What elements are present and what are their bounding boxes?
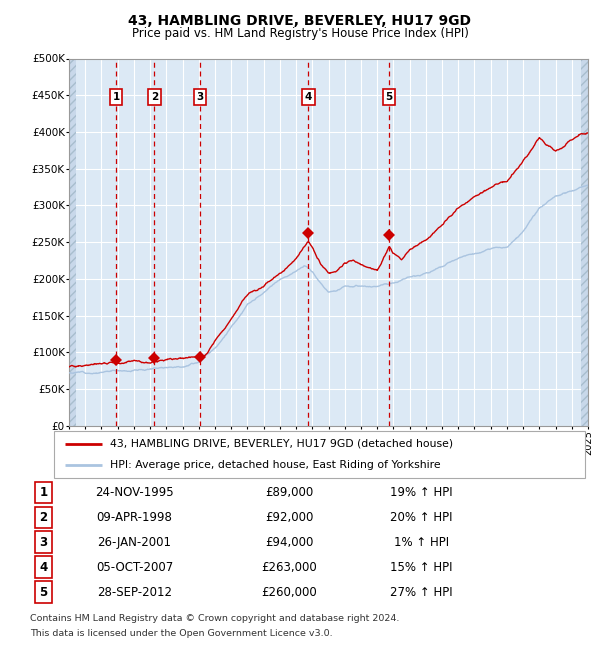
Text: 09-APR-1998: 09-APR-1998 (97, 511, 172, 524)
Text: 27% ↑ HPI: 27% ↑ HPI (390, 586, 453, 599)
Text: 3: 3 (39, 536, 47, 549)
Text: £263,000: £263,000 (261, 560, 317, 573)
Text: 4: 4 (39, 560, 47, 573)
Text: This data is licensed under the Open Government Licence v3.0.: This data is licensed under the Open Gov… (30, 629, 332, 638)
Text: 19% ↑ HPI: 19% ↑ HPI (390, 486, 453, 499)
Text: 1: 1 (112, 92, 119, 102)
Bar (581, 58, 588, 426)
Text: 5: 5 (39, 586, 47, 599)
Text: 43, HAMBLING DRIVE, BEVERLEY, HU17 9GD: 43, HAMBLING DRIVE, BEVERLEY, HU17 9GD (128, 14, 472, 28)
Text: 2: 2 (151, 92, 158, 102)
Text: 5: 5 (386, 92, 393, 102)
Text: £260,000: £260,000 (261, 586, 317, 599)
Text: 28-SEP-2012: 28-SEP-2012 (97, 586, 172, 599)
Text: £92,000: £92,000 (265, 511, 313, 524)
Text: Price paid vs. HM Land Registry's House Price Index (HPI): Price paid vs. HM Land Registry's House … (131, 27, 469, 40)
Text: 4: 4 (305, 92, 312, 102)
Text: 26-JAN-2001: 26-JAN-2001 (97, 536, 172, 549)
Text: Contains HM Land Registry data © Crown copyright and database right 2024.: Contains HM Land Registry data © Crown c… (30, 614, 400, 623)
Text: 20% ↑ HPI: 20% ↑ HPI (390, 511, 452, 524)
Text: 1% ↑ HPI: 1% ↑ HPI (394, 536, 449, 549)
Text: 2: 2 (39, 511, 47, 524)
Text: 3: 3 (196, 92, 203, 102)
Text: HPI: Average price, detached house, East Riding of Yorkshire: HPI: Average price, detached house, East… (110, 460, 440, 470)
Text: £89,000: £89,000 (265, 486, 313, 499)
Text: 43, HAMBLING DRIVE, BEVERLEY, HU17 9GD (detached house): 43, HAMBLING DRIVE, BEVERLEY, HU17 9GD (… (110, 439, 453, 448)
Text: 24-NOV-1995: 24-NOV-1995 (95, 486, 174, 499)
Text: £94,000: £94,000 (265, 536, 313, 549)
Text: 05-OCT-2007: 05-OCT-2007 (96, 560, 173, 573)
FancyBboxPatch shape (54, 431, 585, 478)
Text: 1: 1 (39, 486, 47, 499)
Text: 15% ↑ HPI: 15% ↑ HPI (390, 560, 452, 573)
Bar (69, 58, 76, 426)
